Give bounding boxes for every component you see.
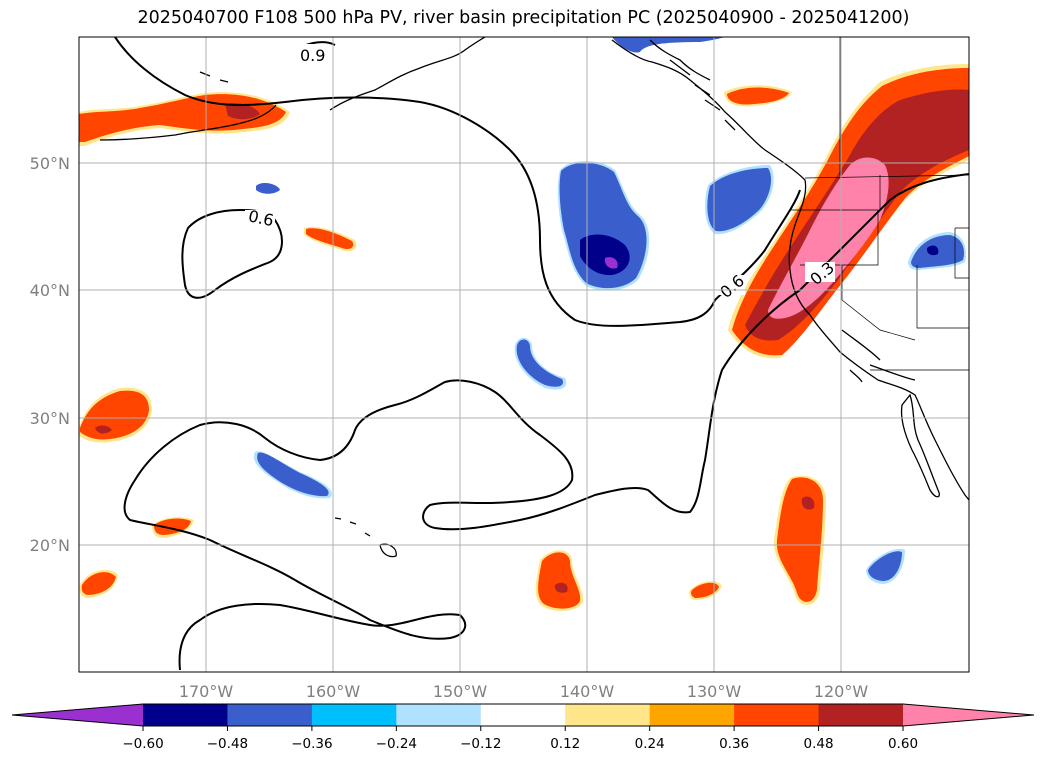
contour-label-bg-4 — [805, 262, 835, 282]
colorbar-segment — [311, 704, 397, 726]
lat-label-40n: 40°N — [30, 281, 70, 300]
map-title: 2025040700 F108 500 hPa PV, river basin … — [137, 8, 910, 28]
colorbar-tick-label: −0.48 — [207, 736, 248, 752]
colorbar-tick-label: −0.24 — [376, 736, 417, 752]
lat-label-50n: 50°N — [30, 154, 70, 173]
colorbar-segment — [227, 704, 313, 726]
lon-label-150w: 150°W — [433, 682, 488, 701]
colorbar-tick-label: 0.12 — [550, 736, 580, 752]
gridlines — [79, 37, 969, 672]
plot-frame — [78, 36, 970, 673]
coastline-layer — [99, 37, 969, 558]
border-layer — [790, 37, 969, 371]
colorbar-tick-label: 0.36 — [719, 736, 749, 752]
colorbar-segment — [818, 704, 904, 726]
pv-contour-label-09: 0.9 — [300, 46, 325, 65]
colorbar-tick-label: 0.24 — [635, 736, 665, 752]
colorbar-ticks: −0.60 −0.48 −0.36 −0.24 −0.12 0.12 0.24 0.36 0.4… — [122, 726, 918, 752]
colorbar-extend-low — [12, 704, 143, 726]
lon-label-120w: 120°W — [814, 682, 869, 701]
colorbar-tick-label: −0.60 — [122, 736, 163, 752]
colorbar-segment — [143, 704, 228, 726]
colorbar-extend-high — [903, 704, 1034, 726]
contour-label-bg-2 — [297, 44, 327, 62]
colorbar-segment — [480, 704, 566, 726]
colorbar-tick-label: −0.12 — [460, 736, 501, 752]
colorbar-segment — [565, 704, 651, 726]
colorbar-tick-label: 0.60 — [888, 736, 918, 752]
colorbar — [11, 703, 1035, 727]
north-america-coast — [611, 39, 969, 501]
lon-label-130w: 130°W — [687, 682, 742, 701]
colorbar-segment — [396, 704, 482, 726]
contour-label-bg-1 — [245, 210, 275, 230]
lon-label-160w: 160°W — [306, 682, 361, 701]
colorbar-tick-label: −0.36 — [291, 736, 332, 752]
lat-label-30n: 30°N — [30, 409, 70, 428]
lat-label-20n: 20°N — [30, 536, 70, 555]
lon-label-170w: 170°W — [179, 682, 234, 701]
lon-label-140w: 140°W — [560, 682, 615, 701]
colorbar-segment — [649, 704, 735, 726]
pv-contour-south — [123, 173, 969, 671]
colorbar-tick-label: 0.48 — [804, 736, 834, 752]
pv-contour-main — [114, 37, 801, 327]
colorbar-segment — [734, 704, 820, 726]
pv-contour-label-06-west: 0.6 — [247, 206, 276, 230]
